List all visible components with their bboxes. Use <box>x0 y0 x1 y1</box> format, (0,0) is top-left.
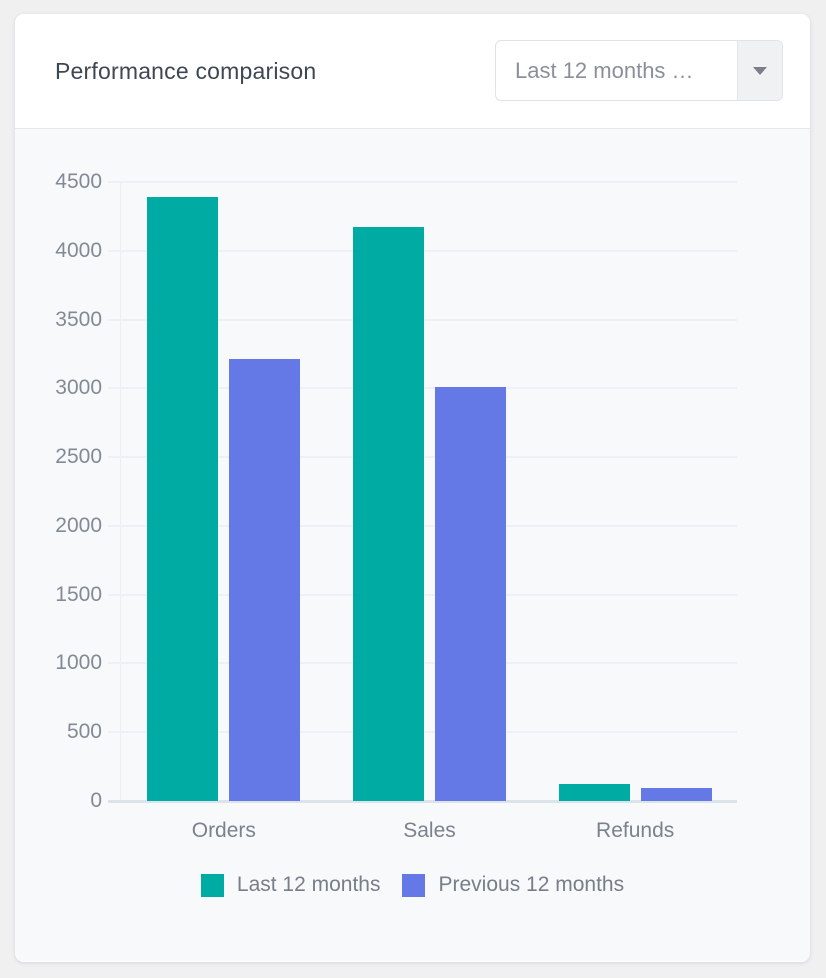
legend-swatch-icon <box>402 873 426 897</box>
chevron-down-icon <box>753 66 767 75</box>
legend-label: Last 12 months <box>236 873 381 896</box>
y-tick-label: 4000 <box>55 238 102 262</box>
x-axis-line <box>108 800 737 803</box>
chart-legend: Last 12 months Previous 12 months <box>15 873 810 897</box>
bar-orders-series-2 <box>229 359 301 801</box>
gridline <box>108 181 737 183</box>
period-dropdown-caret-button[interactable] <box>737 41 782 100</box>
chart-panel: 0 500 1000 1500 2000 2500 3000 3500 4000 4500 Orde… <box>15 129 810 961</box>
bar-orders-series-1 <box>147 197 219 801</box>
y-tick-label: 1000 <box>55 651 102 675</box>
card-header: Performance comparison Last 12 months … <box>15 14 810 129</box>
y-tick-label: 500 <box>66 720 102 744</box>
y-tick-label: 2000 <box>55 513 102 537</box>
y-tick-label: 2500 <box>55 445 102 469</box>
bar-refunds-series-1 <box>558 783 630 801</box>
y-tick-label: 3000 <box>55 376 102 400</box>
bar-sales-series-2 <box>435 386 506 801</box>
legend-label: Previous 12 months <box>438 873 625 896</box>
performance-card: Performance comparison Last 12 months … … <box>15 14 810 962</box>
y-tick-label: 3500 <box>55 307 102 331</box>
period-dropdown[interactable]: Last 12 months … <box>495 40 783 101</box>
x-category-label: Orders <box>191 819 256 842</box>
legend-swatch-icon <box>200 873 224 897</box>
y-tick-label: 0 <box>90 789 102 812</box>
card-title: Performance comparison <box>55 58 317 84</box>
legend-item: Previous 12 months <box>402 873 624 897</box>
bar-sales-series-1 <box>353 227 424 801</box>
y-tick-label: 1500 <box>55 582 102 606</box>
legend-item: Last 12 months <box>200 873 381 897</box>
x-category-label: Refunds <box>596 819 675 842</box>
bar-refunds-series-2 <box>640 787 712 801</box>
bar-chart-plot-area: 0 500 1000 1500 2000 2500 3000 3500 4000 4500 Orde… <box>55 171 737 842</box>
period-dropdown-value: Last 12 months … <box>515 58 694 83</box>
x-category-label: Sales <box>403 819 456 842</box>
y-tick-label: 4500 <box>55 170 102 193</box>
